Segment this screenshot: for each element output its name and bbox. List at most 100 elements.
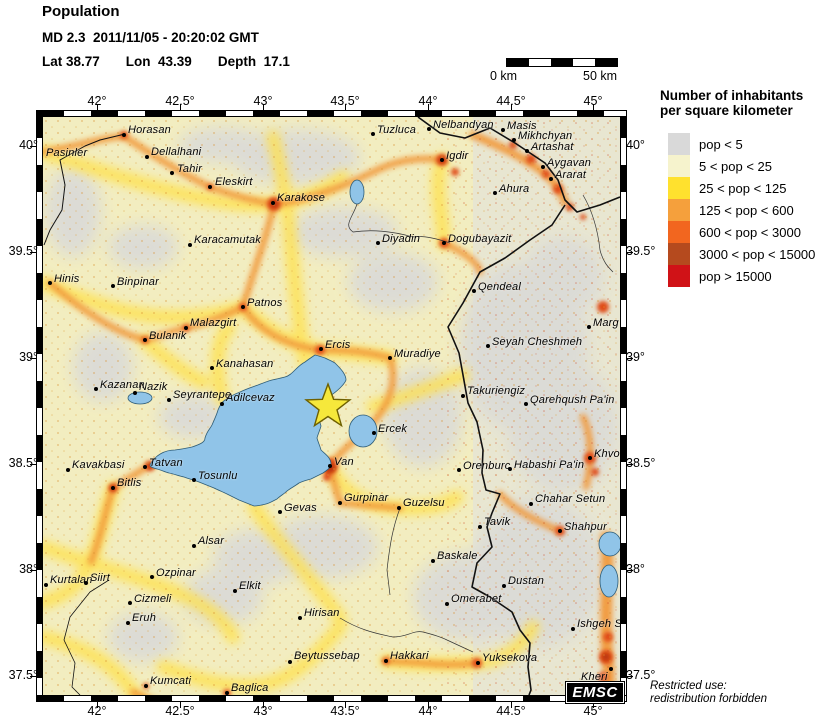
lake-nazik — [127, 391, 153, 405]
event-latitude: Lat 38.77 — [42, 54, 100, 69]
city-label: Masis — [507, 120, 537, 132]
city-dot — [376, 241, 380, 245]
city-dot — [84, 581, 88, 585]
city-label: Kavakbasi — [72, 459, 125, 471]
city-dot — [94, 387, 98, 391]
legend-color-swatch — [668, 265, 690, 287]
map-scale-bar — [506, 58, 618, 67]
lon-tick-mark — [511, 104, 512, 110]
city-dot — [493, 191, 497, 195]
population-stipple-east — [443, 117, 620, 695]
lon-tick-mark — [593, 702, 594, 708]
lon-tick-mark — [345, 702, 346, 708]
city-dot — [241, 305, 245, 309]
city-label: Aygavan — [547, 157, 592, 169]
map-frame-bottom — [36, 695, 627, 702]
epicenter-star — [304, 381, 352, 428]
lat-tick-label-left: 38° — [19, 562, 38, 576]
city-dot — [558, 529, 562, 533]
population-raster — [43, 117, 620, 695]
lon-tick-mark — [263, 104, 264, 110]
lat-tick-label-left: 40° — [19, 138, 38, 152]
city-label: Kurtalan — [50, 574, 93, 586]
legend-color-swatch — [668, 177, 690, 199]
city-label: Habashi Pa'in — [514, 459, 585, 471]
city-dot — [440, 158, 444, 162]
city-dot — [388, 356, 392, 360]
city-dot — [502, 584, 506, 588]
lat-tick-label-left: 38.5° — [8, 456, 38, 470]
city-label: Yuksekova — [482, 652, 538, 664]
lon-tick-mark — [97, 104, 98, 110]
city-label: Diyadin — [382, 233, 421, 245]
city-label: Tuzluca — [377, 124, 417, 136]
city-label: Gevas — [284, 502, 317, 514]
city-dot — [145, 155, 149, 159]
city-dot — [188, 243, 192, 247]
scale-bar-max-label: 50 km — [583, 69, 618, 83]
city-label: Ahura — [499, 183, 530, 195]
city-label: Eruh — [132, 612, 157, 624]
lat-tick-mark — [627, 146, 633, 147]
city-label: Guzelsu — [403, 497, 445, 509]
city-label: Karacamutak — [194, 234, 262, 246]
city-label: Ozpinar — [156, 567, 196, 579]
city-dot — [476, 661, 480, 665]
city-label: Artashat — [531, 141, 574, 153]
city-label: Tahir — [177, 163, 203, 175]
city-label: Takuriengiz — [467, 385, 526, 397]
page-title: Population — [42, 3, 120, 20]
city-label: Khvo — [594, 448, 620, 460]
city-label: Van — [334, 456, 354, 468]
city-label: Tavik — [484, 516, 511, 528]
city-dot — [133, 391, 137, 395]
legend-color-swatch — [668, 221, 690, 243]
city-dot — [233, 589, 237, 593]
city-label: Hinis — [54, 273, 80, 285]
city-label: Cizmeli — [134, 593, 172, 605]
city-dot — [588, 456, 592, 460]
city-dot — [167, 398, 171, 402]
city-label: Malazgirt — [190, 317, 237, 329]
legend-range-label: 3000 < pop < 15000 — [699, 246, 816, 262]
lakes — [127, 179, 620, 598]
city-label: Tosunlu — [198, 470, 238, 482]
lon-tick-mark — [180, 702, 181, 708]
city-label: Pasinler — [46, 147, 88, 159]
lon-tick-mark — [428, 702, 429, 708]
city-label: Igdir — [446, 150, 469, 162]
city-dot — [461, 394, 465, 398]
city-label: Bulanik — [149, 330, 187, 342]
city-dot — [288, 660, 292, 664]
lat-tick-mark — [30, 252, 36, 253]
lon-tick-label-bottom: 45° — [583, 704, 603, 718]
map-frame-left — [36, 110, 43, 702]
city-dot — [192, 544, 196, 548]
map-frame-right — [620, 110, 627, 702]
lon-tick-label-bottom: 42° — [87, 704, 107, 718]
emsc-logo: EMSC — [565, 681, 625, 704]
city-dot — [609, 667, 613, 671]
city-dot — [143, 338, 147, 342]
city-dot — [587, 325, 591, 329]
lat-tick-mark — [30, 676, 36, 677]
lat-tick-mark — [627, 464, 633, 465]
city-label: Shahpur — [564, 521, 607, 533]
legend-color-swatch — [668, 243, 690, 265]
legend-range-label: pop > 15000 — [699, 268, 772, 284]
city-dot — [143, 465, 147, 469]
lat-tick-mark — [30, 464, 36, 465]
legend-row: 125 < pop < 600 — [668, 199, 815, 221]
city-label: Bitlis — [117, 477, 142, 489]
lake-east-edge-2 — [599, 564, 619, 598]
event-magnitude-datetime: MD 2.3 2011/11/05 - 20:20:02 GMT — [42, 30, 259, 45]
lon-tick-label-top: 43.5° — [330, 94, 360, 108]
city-label: Orenburc — [463, 460, 511, 472]
lon-tick-label-top: 43° — [253, 94, 273, 108]
lat-tick-label-right: 38.5° — [626, 456, 656, 470]
city-label: Adilcevaz — [226, 392, 275, 404]
city-dot — [541, 165, 545, 169]
city-dot — [549, 177, 553, 181]
city-dot — [328, 464, 332, 468]
